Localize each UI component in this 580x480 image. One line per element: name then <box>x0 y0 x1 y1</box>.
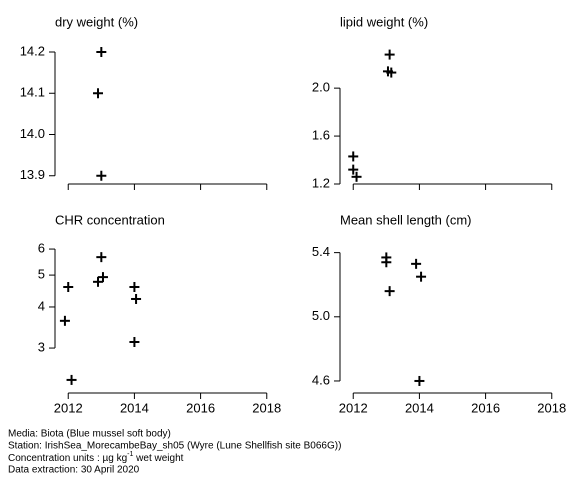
point <box>351 171 362 182</box>
point <box>63 282 74 293</box>
point <box>129 282 140 293</box>
point <box>96 47 107 58</box>
point <box>59 315 70 326</box>
panel-title: dry weight (%) <box>55 14 138 29</box>
point <box>96 252 107 263</box>
panel-title: lipid weight (%) <box>340 14 428 29</box>
y-tick-label: 14.1 <box>20 85 45 100</box>
point <box>386 67 397 78</box>
y-tick-label: 4 <box>38 298 45 313</box>
point <box>414 375 425 386</box>
point <box>131 293 142 304</box>
point <box>93 88 104 99</box>
units-text: wet weight <box>133 453 183 464</box>
y-tick-label: 13.9 <box>20 167 45 182</box>
x-tick-label: 2018 <box>537 400 566 415</box>
x-tick-label: 2012 <box>54 400 83 415</box>
footer-units: Concentration units : µg kg-1 wet weight <box>8 451 184 464</box>
y-tick-label: 5.0 <box>312 308 330 323</box>
point <box>348 164 359 175</box>
y-tick-label: 5 <box>38 267 45 282</box>
point <box>381 257 392 268</box>
y-tick-label: 3 <box>38 339 45 354</box>
y-tick-label: 2.0 <box>312 80 330 95</box>
point <box>384 49 395 60</box>
point <box>416 271 427 282</box>
y-tick-label: 14.0 <box>20 126 45 141</box>
units-text: Concentration units : µg kg <box>8 453 127 464</box>
x-tick-label: 2014 <box>405 400 434 415</box>
panel-title: Mean shell length (cm) <box>340 212 472 227</box>
x-tick-label: 2014 <box>120 400 149 415</box>
footer-media: Media: Biota (Blue mussel soft body) <box>8 429 171 440</box>
footer-station: Station: IrishSea_MorecambeBay_sh05 (Wyr… <box>8 441 341 452</box>
point <box>129 336 140 347</box>
x-tick-label: 2012 <box>339 400 368 415</box>
units-superscript: -1 <box>127 451 133 458</box>
y-tick-label: 6 <box>38 240 45 255</box>
y-tick-label: 14.2 <box>20 43 45 58</box>
point <box>93 276 104 287</box>
point <box>411 258 422 269</box>
y-tick-label: 4.6 <box>312 372 330 387</box>
x-tick-label: 2018 <box>252 400 281 415</box>
x-tick-label: 2016 <box>186 400 215 415</box>
point <box>97 272 108 283</box>
y-tick-label: 5.4 <box>312 244 330 259</box>
panel-title: CHR concentration <box>55 212 165 227</box>
footer-extraction: Data extraction: 30 April 2020 <box>8 465 140 476</box>
point <box>96 170 107 181</box>
point <box>384 286 395 297</box>
point <box>66 374 77 385</box>
y-tick-label: 1.6 <box>312 128 330 143</box>
x-tick-label: 2016 <box>471 400 500 415</box>
point <box>348 151 359 162</box>
y-tick-label: 1.2 <box>312 175 330 190</box>
